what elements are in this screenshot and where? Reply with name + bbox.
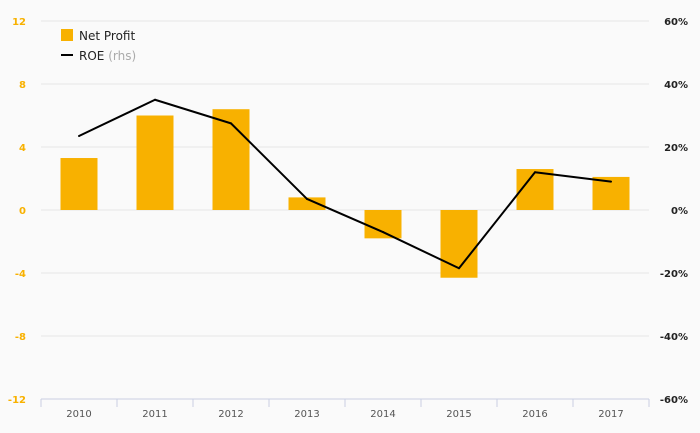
y-left-tick-label: 4 xyxy=(19,143,26,154)
x-tick-label: 2016 xyxy=(522,409,547,420)
legend-label-roe-suffix: (rhs) xyxy=(108,49,136,63)
bar-net-profit xyxy=(440,210,478,278)
y-left-tick-label: -8 xyxy=(15,332,26,343)
x-tick-label: 2017 xyxy=(598,409,623,420)
roe-point xyxy=(306,197,308,200)
net-profit-bars xyxy=(60,109,630,278)
bar-net-profit xyxy=(516,169,554,210)
roe-point xyxy=(230,122,232,125)
y-left-tick-label: 12 xyxy=(12,17,26,28)
y-right-tick-label: 20% xyxy=(664,143,688,154)
roe-point xyxy=(382,231,384,234)
bar-net-profit xyxy=(212,109,250,210)
roe-point xyxy=(78,134,80,137)
y-right-tick-label: -40% xyxy=(660,332,688,343)
x-tick-label: 2015 xyxy=(446,409,471,420)
y-left-tick-label: 8 xyxy=(19,80,26,91)
roe-line xyxy=(78,98,612,270)
legend: Net Profit ROE (rhs) xyxy=(61,29,136,63)
y-left-tick-label: 0 xyxy=(19,206,26,217)
x-tick-label: 2014 xyxy=(370,409,395,420)
y-right-tick-label: -60% xyxy=(660,395,688,406)
y-right-tick-label: 0% xyxy=(671,206,688,217)
legend-swatch-net-profit xyxy=(61,29,73,41)
gridlines xyxy=(41,20,649,337)
bar-net-profit xyxy=(364,210,402,239)
bar-net-profit xyxy=(60,158,98,210)
legend-label-roe-name: ROE xyxy=(79,49,104,63)
bar-net-profit xyxy=(288,197,326,210)
x-tick-label: 2013 xyxy=(294,409,319,420)
x-tick-label: 2012 xyxy=(218,409,243,420)
x-tick-label: 2010 xyxy=(66,409,91,420)
roe-point xyxy=(610,180,612,183)
legend-label-net-profit: Net Profit xyxy=(79,29,135,43)
roe-point xyxy=(534,171,536,174)
roe-point xyxy=(154,98,156,101)
bar-net-profit xyxy=(136,115,174,210)
x-tick-label: 2011 xyxy=(142,409,167,420)
legend-label-roe: ROE (rhs) xyxy=(79,49,136,63)
y-left-tick-label: -4 xyxy=(15,269,26,280)
roe-point xyxy=(458,267,460,270)
roe-line-series xyxy=(78,98,612,270)
y-left-tick-label: -12 xyxy=(8,395,26,406)
y-right-tick-label: 40% xyxy=(664,80,688,91)
y-right-tick-label: 60% xyxy=(664,17,688,28)
y-right-tick-label: -20% xyxy=(660,269,688,280)
axes: 12 8 4 0 -4 -8 -12 60% 40% 20% 0% -20% -40% -60% 2010 2… xyxy=(8,17,688,420)
